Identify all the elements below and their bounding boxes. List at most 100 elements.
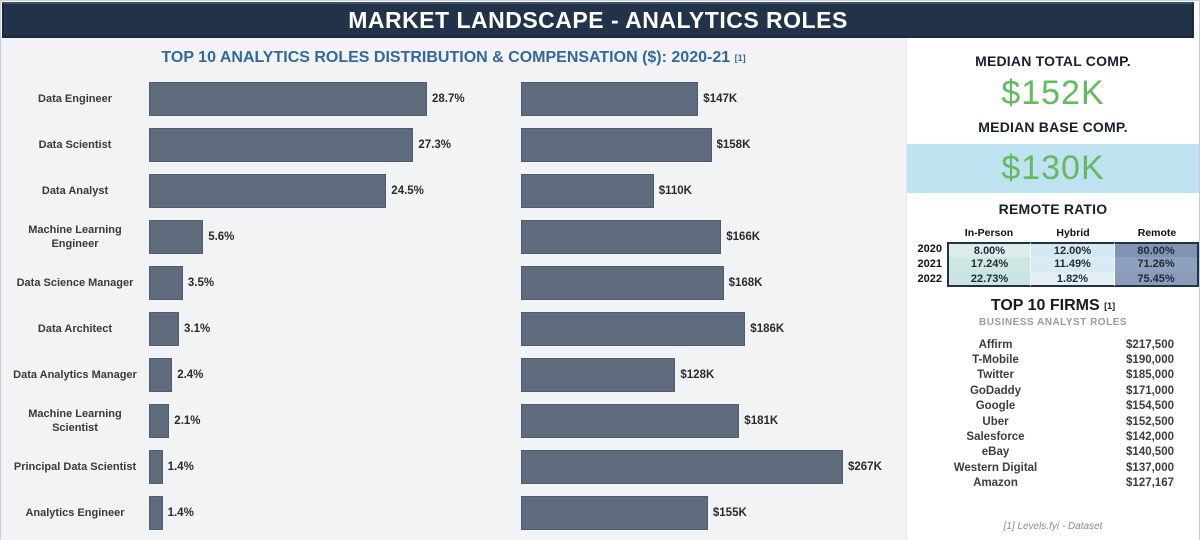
compensation-value-label: $181K: [744, 415, 779, 427]
compensation-bar: [521, 496, 708, 530]
distribution-bar-cell: 1.4%: [149, 496, 521, 530]
firm-name: GoDaddy: [969, 384, 1022, 397]
remote-table-cell: 11.49%: [1031, 257, 1115, 272]
firm-salary: $152,500: [1126, 415, 1174, 428]
firm-row: T-Mobile $190,000: [907, 352, 1199, 367]
remote-table-cell: 71.26%: [1115, 257, 1199, 272]
chart-row: Machine Learning Engineer 5.6% $166K: [1, 214, 906, 260]
category-label: Machine Learning Scientist: [28, 407, 122, 434]
distribution-bar-cell: 5.6%: [149, 220, 521, 254]
firm-name: Twitter: [977, 369, 1014, 382]
compensation-bar-cell: $147K: [521, 82, 906, 116]
distribution-bar: [149, 220, 204, 254]
median-base-comp-value: $130K: [907, 144, 1199, 193]
top-firms-footnote-ref: [1]: [1104, 301, 1116, 311]
firm-salary: $140,500: [1126, 446, 1174, 459]
median-total-comp-label: MEDIAN TOTAL COMP.: [975, 53, 1131, 69]
distribution-value-label: 2.1%: [174, 415, 201, 427]
compensation-bar-cell: $186K: [521, 312, 906, 346]
compensation-bar-cell: $168K: [521, 266, 906, 300]
category-label: Principal Data Scientist: [13, 460, 137, 473]
compensation-bar: [521, 174, 654, 208]
distribution-bar-cell: 3.5%: [149, 266, 521, 300]
category-label: Data Analyst: [41, 184, 109, 197]
top-firms-title-text: TOP 10 FIRMS: [990, 297, 1100, 314]
firm-row: Google $154,500: [907, 399, 1199, 414]
compensation-bar: [521, 450, 843, 484]
remote-table-year-label: 2022: [917, 273, 942, 285]
category-label: Data Science Manager: [16, 276, 134, 289]
compensation-bar-cell: $128K: [521, 358, 906, 392]
remote-table-cell: 80.00%: [1115, 242, 1199, 257]
firm-salary: $190,000: [1126, 354, 1174, 367]
dual-bar-chart: Data Engineer 28.7% $147K Data Scientist 27.…: [1, 76, 906, 536]
chart-row: Data Science Manager 3.5% $168K: [1, 260, 906, 306]
distribution-bar: [149, 312, 179, 346]
category-label: Data Scientist: [38, 138, 112, 151]
chart-row: Data Analyst 24.5% $110K: [1, 168, 906, 214]
chart-row: Data Analytics Manager 2.4% $128K: [1, 352, 906, 398]
top-firms-title: TOP 10 FIRMS [1]: [907, 297, 1199, 315]
top-firms-subtitle: BUSINESS ANALYST ROLES: [978, 317, 1128, 328]
distribution-value-label: 5.6%: [208, 231, 235, 243]
compensation-bar: [521, 312, 746, 346]
category-label: Analytics Engineer: [25, 506, 125, 519]
firm-salary: $217,500: [1126, 338, 1174, 351]
distribution-value-label: 28.7%: [432, 93, 465, 105]
distribution-value-label: 2.4%: [177, 369, 204, 381]
compensation-value-label: $186K: [750, 323, 785, 335]
distribution-value-label: 24.5%: [391, 185, 424, 197]
compensation-value-label: $128K: [680, 369, 715, 381]
category-label: Data Analytics Manager: [13, 368, 137, 381]
compensation-value-label: $147K: [703, 93, 738, 105]
remote-table-cell: 75.45%: [1115, 272, 1199, 287]
firm-salary: $185,000: [1126, 369, 1174, 382]
chart-row: Data Engineer 28.7% $147K: [1, 76, 906, 122]
distribution-bar-cell: 2.1%: [149, 404, 521, 438]
median-base-comp-label: MEDIAN BASE COMP.: [978, 119, 1128, 135]
dashboard-body: TOP 10 ANALYTICS ROLES DISTRIBUTION & CO…: [1, 38, 1199, 540]
chart-title-text: TOP 10 ANALYTICS ROLES DISTRIBUTION & CO…: [161, 49, 731, 66]
compensation-bar: [521, 266, 724, 300]
remote-table-column-header: In-Person: [964, 227, 1014, 239]
distribution-bar: [149, 266, 183, 300]
distribution-bar: [149, 358, 173, 392]
firm-row: eBay $140,500: [907, 445, 1199, 460]
compensation-bar: [521, 82, 699, 116]
compensation-bar: [521, 404, 740, 438]
median-total-comp-value: $152K: [1001, 74, 1105, 112]
distribution-bar: [149, 82, 427, 116]
chart-row: Principal Data Scientist 1.4% $267K: [1, 444, 906, 490]
distribution-bar: [149, 404, 170, 438]
distribution-bar: [149, 128, 414, 162]
chart-title: TOP 10 ANALYTICS ROLES DISTRIBUTION & CO…: [1, 46, 906, 76]
remote-table-year-label: 2021: [917, 258, 942, 270]
firm-name: T-Mobile: [972, 354, 1019, 367]
category-label: Machine Learning Engineer: [28, 223, 122, 250]
firm-row: Western Digital $137,000: [907, 460, 1199, 475]
distribution-value-label: 3.1%: [184, 323, 211, 335]
remote-table-cell: 8.00%: [947, 242, 1031, 257]
distribution-bar-cell: 24.5%: [149, 174, 521, 208]
distribution-value-label: 3.5%: [187, 277, 215, 289]
compensation-value-label: $155K: [712, 507, 747, 519]
firm-row: Salesforce $142,000: [907, 429, 1199, 444]
firm-name: Western Digital: [953, 461, 1038, 474]
category-label: Data Architect: [37, 322, 113, 335]
firm-name: Amazon: [973, 477, 1018, 490]
firm-row: GoDaddy $171,000: [907, 383, 1199, 398]
distribution-value-label: 1.4%: [167, 461, 194, 473]
firm-row: Uber $152,500: [907, 414, 1199, 429]
firm-salary: $137,000: [1126, 461, 1174, 474]
compensation-bar-cell: $166K: [521, 220, 906, 254]
chart-row: Data Scientist 27.3% $158K: [1, 122, 906, 168]
page-title: MARKET LANDSCAPE - ANALYTICS ROLES: [348, 6, 848, 33]
distribution-bar: [149, 496, 163, 530]
distribution-bar: [149, 450, 163, 484]
firm-name: Uber: [982, 415, 1009, 428]
compensation-bar: [521, 220, 722, 254]
compensation-bar: [521, 358, 676, 392]
firm-salary: $127,167: [1126, 477, 1174, 490]
remote-table-column-header: Hybrid: [1056, 227, 1090, 239]
distribution-bar: [149, 174, 387, 208]
